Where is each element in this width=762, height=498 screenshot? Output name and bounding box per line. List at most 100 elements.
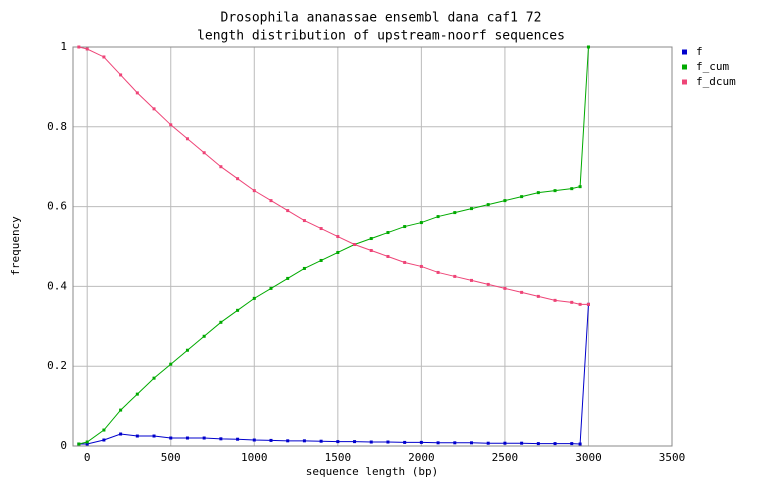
data-point bbox=[570, 187, 574, 191]
data-point bbox=[302, 266, 306, 270]
legend-marker bbox=[682, 49, 687, 55]
data-point bbox=[403, 260, 407, 264]
data-point bbox=[369, 440, 373, 444]
data-point bbox=[336, 440, 340, 444]
data-point bbox=[436, 441, 440, 445]
y-tick-label: 0 bbox=[60, 439, 67, 452]
y-tick-label: 0.4 bbox=[47, 279, 67, 292]
data-point bbox=[119, 408, 123, 412]
data-point bbox=[453, 441, 457, 445]
data-point bbox=[152, 107, 156, 111]
data-point bbox=[77, 45, 81, 49]
data-point bbox=[536, 191, 540, 195]
x-tick-label: 2000 bbox=[408, 451, 435, 464]
data-point bbox=[102, 438, 106, 442]
data-point bbox=[185, 348, 189, 352]
data-point bbox=[219, 320, 223, 324]
data-point bbox=[386, 231, 390, 235]
data-point bbox=[102, 428, 106, 432]
x-tick-label: 0 bbox=[84, 451, 91, 464]
data-point bbox=[252, 189, 256, 193]
data-point bbox=[553, 189, 557, 193]
data-point bbox=[469, 441, 473, 445]
data-point bbox=[486, 441, 490, 445]
data-point bbox=[286, 276, 290, 280]
chart-subtitle: length distribution of upstream-noorf se… bbox=[197, 29, 565, 44]
legend-marker bbox=[682, 64, 687, 70]
data-point bbox=[185, 137, 189, 141]
data-point bbox=[503, 199, 507, 203]
data-point bbox=[453, 274, 457, 278]
data-point bbox=[403, 440, 407, 444]
data-point bbox=[219, 437, 223, 441]
data-point bbox=[236, 177, 240, 181]
data-point bbox=[185, 436, 189, 440]
legend-marker bbox=[682, 79, 687, 85]
data-point bbox=[570, 300, 574, 304]
x-tick-label: 3000 bbox=[575, 451, 602, 464]
data-point bbox=[169, 362, 173, 366]
data-point bbox=[353, 440, 357, 444]
data-point bbox=[302, 219, 306, 223]
data-point bbox=[486, 282, 490, 286]
data-point bbox=[269, 438, 273, 442]
data-point bbox=[286, 209, 290, 213]
data-point bbox=[85, 440, 89, 444]
data-point bbox=[302, 439, 306, 443]
data-point bbox=[319, 439, 323, 443]
data-point bbox=[252, 296, 256, 300]
y-tick-label: 1 bbox=[60, 40, 67, 53]
legend-label: f_dcum bbox=[696, 75, 736, 88]
data-point bbox=[578, 442, 582, 446]
data-point bbox=[169, 123, 173, 127]
data-point bbox=[135, 91, 139, 95]
y-tick-label: 0.6 bbox=[47, 200, 67, 213]
x-tick-label: 1500 bbox=[325, 451, 352, 464]
data-point bbox=[578, 302, 582, 306]
data-point bbox=[578, 185, 582, 189]
data-point bbox=[536, 442, 540, 446]
legend-label: f bbox=[696, 45, 703, 58]
data-point bbox=[202, 436, 206, 440]
data-point bbox=[469, 207, 473, 211]
data-point bbox=[353, 243, 357, 247]
data-point bbox=[236, 437, 240, 441]
y-axis-label: frequency bbox=[9, 216, 22, 276]
data-point bbox=[386, 440, 390, 444]
data-point bbox=[202, 151, 206, 155]
data-point bbox=[536, 294, 540, 298]
data-point bbox=[286, 439, 290, 443]
data-point bbox=[553, 442, 557, 446]
data-point bbox=[369, 237, 373, 241]
data-point bbox=[77, 442, 81, 446]
data-point bbox=[570, 442, 574, 446]
data-point bbox=[419, 264, 423, 268]
data-point bbox=[336, 235, 340, 239]
x-tick-label: 500 bbox=[161, 451, 181, 464]
plot-frame bbox=[72, 46, 673, 447]
data-point bbox=[102, 55, 106, 59]
data-point bbox=[135, 392, 139, 396]
legend-label: f_cum bbox=[696, 60, 729, 73]
data-point bbox=[85, 442, 89, 446]
data-point bbox=[269, 199, 273, 203]
data-point bbox=[152, 434, 156, 438]
data-point bbox=[386, 254, 390, 258]
data-point bbox=[486, 203, 490, 207]
data-point bbox=[319, 227, 323, 231]
data-point bbox=[85, 47, 89, 51]
data-point bbox=[520, 290, 524, 294]
x-tick-label: 3500 bbox=[659, 451, 686, 464]
data-point bbox=[135, 434, 139, 438]
data-point bbox=[520, 441, 524, 445]
data-point bbox=[169, 436, 173, 440]
data-point bbox=[520, 195, 524, 199]
data-point bbox=[369, 248, 373, 252]
x-axis-label: sequence length (bp) bbox=[306, 465, 438, 478]
data-point bbox=[202, 334, 206, 338]
x-tick-label: 1000 bbox=[241, 451, 268, 464]
data-point bbox=[119, 432, 123, 436]
data-point bbox=[503, 286, 507, 290]
